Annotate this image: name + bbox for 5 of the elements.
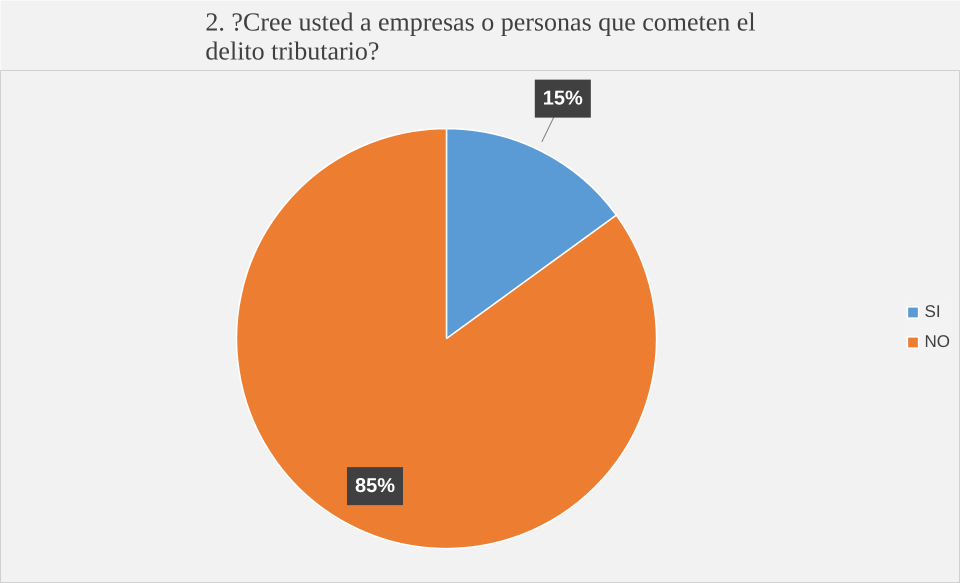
legend-label: SI bbox=[924, 302, 942, 322]
chart-title: 2. ?Cree usted a empresas o personas que cometen el delito tributario? bbox=[205, 8, 756, 66]
data-label: 15% bbox=[542, 88, 584, 110]
data-label: 85% bbox=[354, 475, 396, 498]
legend-label: NO bbox=[924, 332, 950, 352]
